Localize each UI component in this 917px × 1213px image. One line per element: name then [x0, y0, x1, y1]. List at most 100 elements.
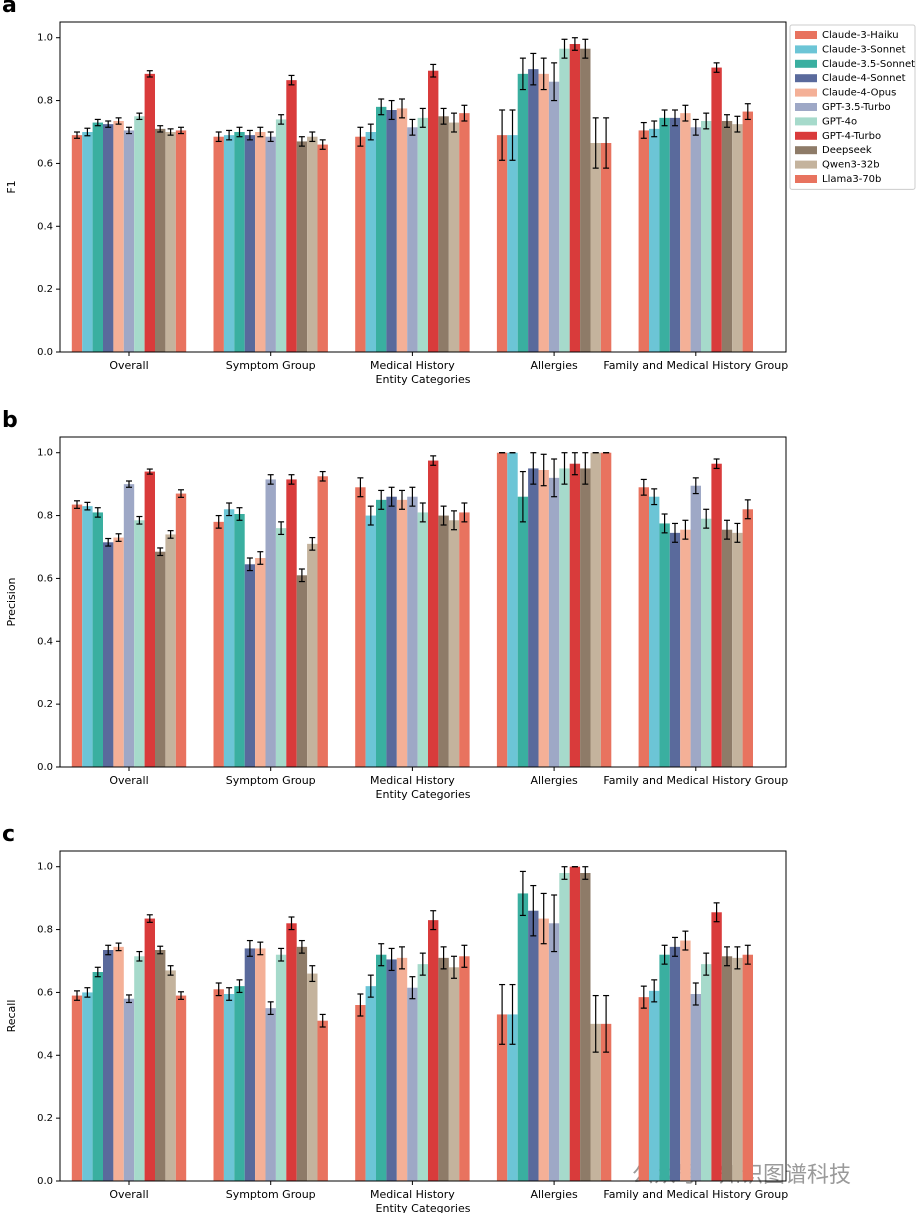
error-bar: [309, 131, 316, 143]
plot-frame: [59, 21, 787, 353]
bar: [517, 496, 529, 767]
bar: [517, 893, 529, 1181]
bar: [265, 136, 276, 352]
error-bar: [246, 557, 253, 572]
x-tick-label: Symptom Group: [226, 774, 316, 787]
error-bar: [540, 892, 547, 945]
y-axis-label: F1: [5, 180, 18, 193]
legend-swatch: [795, 74, 817, 83]
error-bar: [388, 99, 395, 121]
error-bar: [592, 994, 599, 1053]
y-tick-label: 0.0: [37, 347, 53, 358]
legend-swatch: [795, 59, 817, 68]
legend-swatch: [795, 45, 817, 54]
bar: [590, 452, 601, 767]
bar: [638, 997, 649, 1181]
error-bar: [215, 131, 222, 143]
error-bar: [692, 982, 699, 1006]
bar: [155, 950, 166, 1181]
bar: [255, 948, 266, 1181]
bar: [234, 514, 245, 767]
error-bar: [440, 107, 447, 125]
error-bar: [419, 952, 426, 976]
error-bar: [257, 941, 264, 956]
bar: [307, 973, 318, 1181]
legend-label: Claude-4-Sonnet: [822, 73, 906, 84]
legend-label: Llama3-70b: [822, 174, 881, 185]
bar: [680, 529, 691, 767]
bar: [528, 910, 539, 1181]
bar: [569, 463, 581, 767]
error-bar: [167, 965, 174, 976]
bar: [355, 487, 366, 767]
error-bar: [703, 112, 710, 130]
bar: [721, 529, 733, 767]
legend-swatch: [795, 31, 817, 39]
y-tick-label: 0.2: [37, 1113, 53, 1124]
bar: [721, 956, 733, 1181]
bar: [507, 1014, 518, 1181]
y-tick-label: 0.2: [37, 284, 53, 295]
error-bar: [288, 916, 295, 931]
error-bar: [603, 994, 610, 1053]
error-bar: [724, 519, 730, 540]
bar: [244, 135, 256, 352]
error-bar: [551, 458, 558, 498]
error-bar: [519, 470, 526, 523]
error-bar: [146, 468, 153, 475]
bar: [113, 537, 124, 767]
bar: [438, 116, 449, 353]
bar: [103, 950, 114, 1181]
bar: [275, 119, 287, 352]
error-bar: [146, 914, 153, 923]
panel-label: b: [2, 408, 18, 433]
error-bar: [319, 139, 326, 150]
error-bar: [440, 505, 447, 526]
y-tick-label: 1.0: [37, 33, 53, 44]
error-bar: [367, 123, 374, 141]
bar: [580, 873, 591, 1181]
bar: [459, 512, 470, 767]
error-bar: [388, 486, 395, 507]
bar: [496, 135, 508, 352]
error-bar: [94, 966, 101, 978]
error-bar: [651, 120, 658, 138]
error-bar: [509, 983, 516, 1045]
error-bar: [94, 118, 101, 127]
legend-label: GPT-3.5-Turbo: [822, 102, 891, 113]
error-bar: [561, 38, 568, 59]
error-bar: [571, 37, 578, 51]
bar: [528, 69, 539, 353]
error-bar: [126, 126, 132, 135]
error-bar: [388, 947, 395, 972]
error-bar: [451, 955, 457, 979]
error-bar: [530, 884, 537, 937]
bar: [386, 110, 397, 352]
y-tick-label: 1.0: [37, 448, 53, 459]
error-bar: [215, 982, 222, 997]
error-bar: [409, 118, 416, 136]
error-bar: [734, 946, 741, 970]
error-bar: [540, 57, 547, 91]
error-bar: [499, 983, 506, 1045]
panel-label: c: [2, 822, 15, 847]
bar: [134, 956, 145, 1181]
error-bar: [157, 547, 164, 557]
bar: [659, 523, 670, 767]
x-tick-label: Overall: [109, 774, 148, 787]
bar: [82, 992, 93, 1181]
bar: [742, 509, 753, 767]
bar: [144, 73, 155, 352]
y-tick-label: 0.8: [37, 96, 53, 107]
bar: [123, 484, 135, 767]
error-bar: [430, 910, 437, 931]
bar: [600, 143, 612, 352]
bar: [365, 515, 376, 767]
bar: [386, 959, 397, 1181]
error-bar: [146, 70, 153, 78]
error-bar: [157, 945, 164, 955]
bar: [559, 468, 570, 767]
bar: [376, 499, 387, 767]
legend-swatch: [795, 88, 817, 97]
error-bar: [640, 985, 647, 1009]
